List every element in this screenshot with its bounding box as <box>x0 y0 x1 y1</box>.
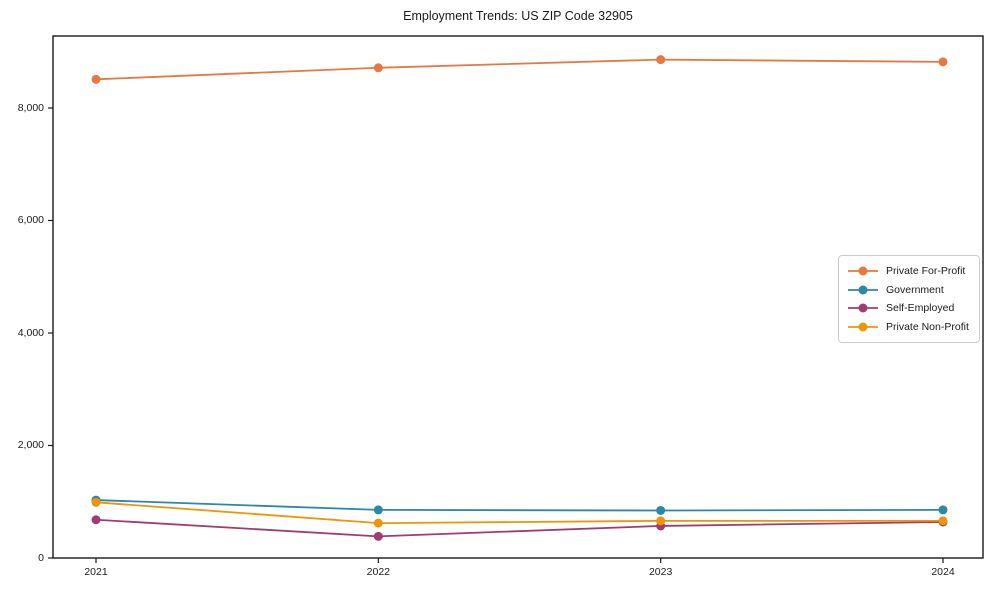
data-point <box>91 74 101 84</box>
x-tick-label: 2024 <box>931 566 955 578</box>
legend-label: Private Non-Profit <box>886 320 969 333</box>
legend-item: Self-Employed <box>848 299 971 317</box>
data-point <box>656 55 666 65</box>
data-point <box>373 505 383 515</box>
y-tick-label: 6,000 <box>17 214 44 226</box>
series-line <box>95 499 944 512</box>
legend-marker-icon <box>848 322 878 332</box>
data-point <box>373 531 383 541</box>
legend-item: Private Non-Profit <box>848 318 971 336</box>
legend-item: Private For-Profit <box>848 262 971 280</box>
data-point <box>938 57 948 67</box>
series-line <box>95 518 944 538</box>
y-tick-label: 4,000 <box>17 326 44 339</box>
y-tick-label: 8,000 <box>17 101 44 114</box>
data-point <box>373 518 383 528</box>
legend-marker-icon <box>848 303 878 313</box>
data-point <box>656 505 666 515</box>
data-point <box>656 516 666 526</box>
data-point <box>938 516 948 526</box>
series-line <box>95 501 943 525</box>
x-tick-label: 2023 <box>648 566 673 578</box>
plot-border <box>52 35 984 559</box>
legend-label: Self-Employed <box>886 302 955 315</box>
data-point <box>91 515 101 525</box>
legend-item: Government <box>848 281 971 299</box>
legend-label: Private For-Profit <box>886 265 966 278</box>
chart-title: Employment Trends: US ZIP Code 32905 <box>403 9 633 23</box>
legend: Private For-Profit Government Self-Employe… <box>838 255 980 343</box>
data-point <box>91 497 101 507</box>
legend-label: Government <box>886 283 944 296</box>
legend-marker-icon <box>848 285 878 295</box>
y-tick-label: 0 <box>38 551 44 564</box>
data-point <box>938 505 948 515</box>
data-point <box>373 63 383 73</box>
series-line <box>95 58 944 81</box>
x-tick-label: 2021 <box>84 566 108 578</box>
x-tick-label: 2022 <box>366 566 390 578</box>
legend-marker-icon <box>848 266 878 276</box>
y-tick-label: 2,000 <box>17 439 44 451</box>
